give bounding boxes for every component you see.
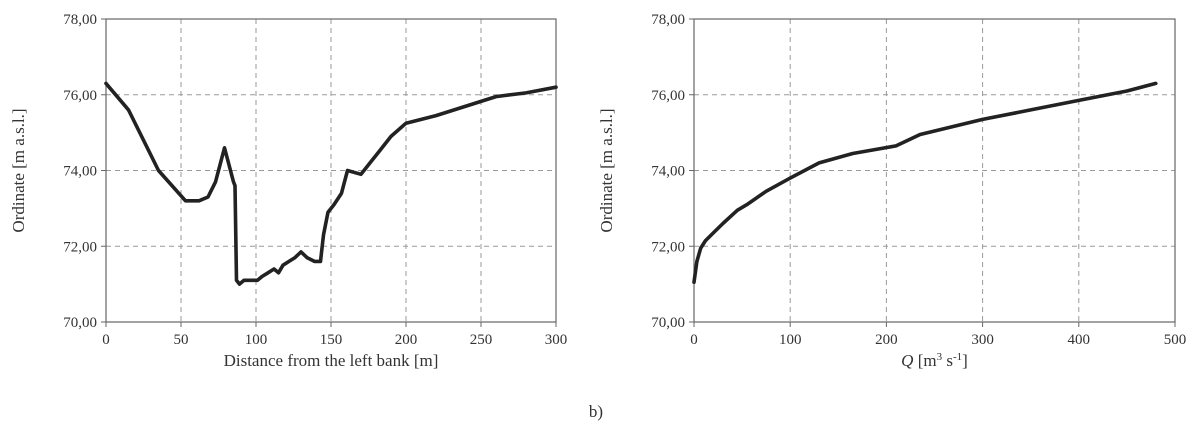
cross-section-ticks: 0 50 100 150 200 250 300 70,00 72,00 74,00 76,00 78… xyxy=(63,12,567,348)
cross-section-y-tick-label: 78,00 xyxy=(63,12,97,28)
x-axis-unit-pre: [m xyxy=(913,351,936,370)
cross-section-grid xyxy=(106,19,556,322)
cross-section-x-axis-label: Distance from the left bank [m] xyxy=(224,351,439,370)
rating-curve-y-axis-label: Ordinate [m a.s.l.] xyxy=(597,108,616,232)
rating-curve-y-tick-label: 78,00 xyxy=(651,12,685,28)
rating-curve-x-tick-label: 200 xyxy=(875,332,898,348)
rating-curve-y-tick-label: 74,00 xyxy=(651,164,685,180)
rating-curve-chart: 0 100 200 300 400 500 70,00 72,00 74,00 76,00 78,0… xyxy=(597,12,1186,370)
rating-curve-x-tick-label: 0 xyxy=(690,332,698,348)
cross-section-profile-line xyxy=(104,81,558,286)
x-axis-unit-sup2: -1 xyxy=(953,351,962,363)
rating-curve-x-tick-label: 400 xyxy=(1068,332,1091,348)
cross-section-y-tick-label: 74,00 xyxy=(63,164,97,180)
x-axis-variable: Q xyxy=(901,351,913,370)
rating-curve-ticks: 0 100 200 300 400 500 70,00 72,00 74,00 76,00 78,0… xyxy=(651,12,1186,348)
cross-section-x-tick-label: 0 xyxy=(102,332,110,348)
rating-curve-grid xyxy=(694,19,1175,322)
rating-curve-x-tick-label: 100 xyxy=(779,332,802,348)
rating-curve-x-tick-label: 300 xyxy=(971,332,994,348)
rating-curve-x-tick-label: 500 xyxy=(1164,332,1187,348)
cross-section-x-tick-label: 100 xyxy=(245,332,268,348)
cross-section-y-tick-label: 72,00 xyxy=(63,239,97,255)
x-axis-unit-sup1: 3 xyxy=(937,351,943,363)
cross-section-y-tick-label: 70,00 xyxy=(63,315,97,331)
cross-section-x-tick-label: 250 xyxy=(470,332,493,348)
cross-section-chart: 0 50 100 150 200 250 300 70,00 72,00 74,00 76,00 78… xyxy=(9,12,567,370)
x-axis-unit-post: ] xyxy=(962,351,968,370)
rating-curve-x-axis-label: Q [m3 s-1] xyxy=(901,351,968,370)
rating-curve-y-tick-label: 76,00 xyxy=(651,88,685,104)
cross-section-x-tick-label: 150 xyxy=(320,332,343,348)
rating-curve-y-tick-label: 70,00 xyxy=(651,315,685,331)
cross-section-x-tick-label: 200 xyxy=(395,332,418,348)
rating-curve-line xyxy=(692,81,1158,284)
x-axis-unit-mid: s xyxy=(942,351,953,370)
cross-section-x-tick-label: 300 xyxy=(545,332,568,348)
cross-section-y-tick-label: 76,00 xyxy=(63,88,97,104)
rating-curve-y-tick-label: 72,00 xyxy=(651,239,685,255)
cross-section-y-axis-label: Ordinate [m a.s.l.] xyxy=(9,108,28,232)
panel-label: b) xyxy=(588,402,604,421)
cross-section-x-tick-label: 50 xyxy=(174,332,189,348)
